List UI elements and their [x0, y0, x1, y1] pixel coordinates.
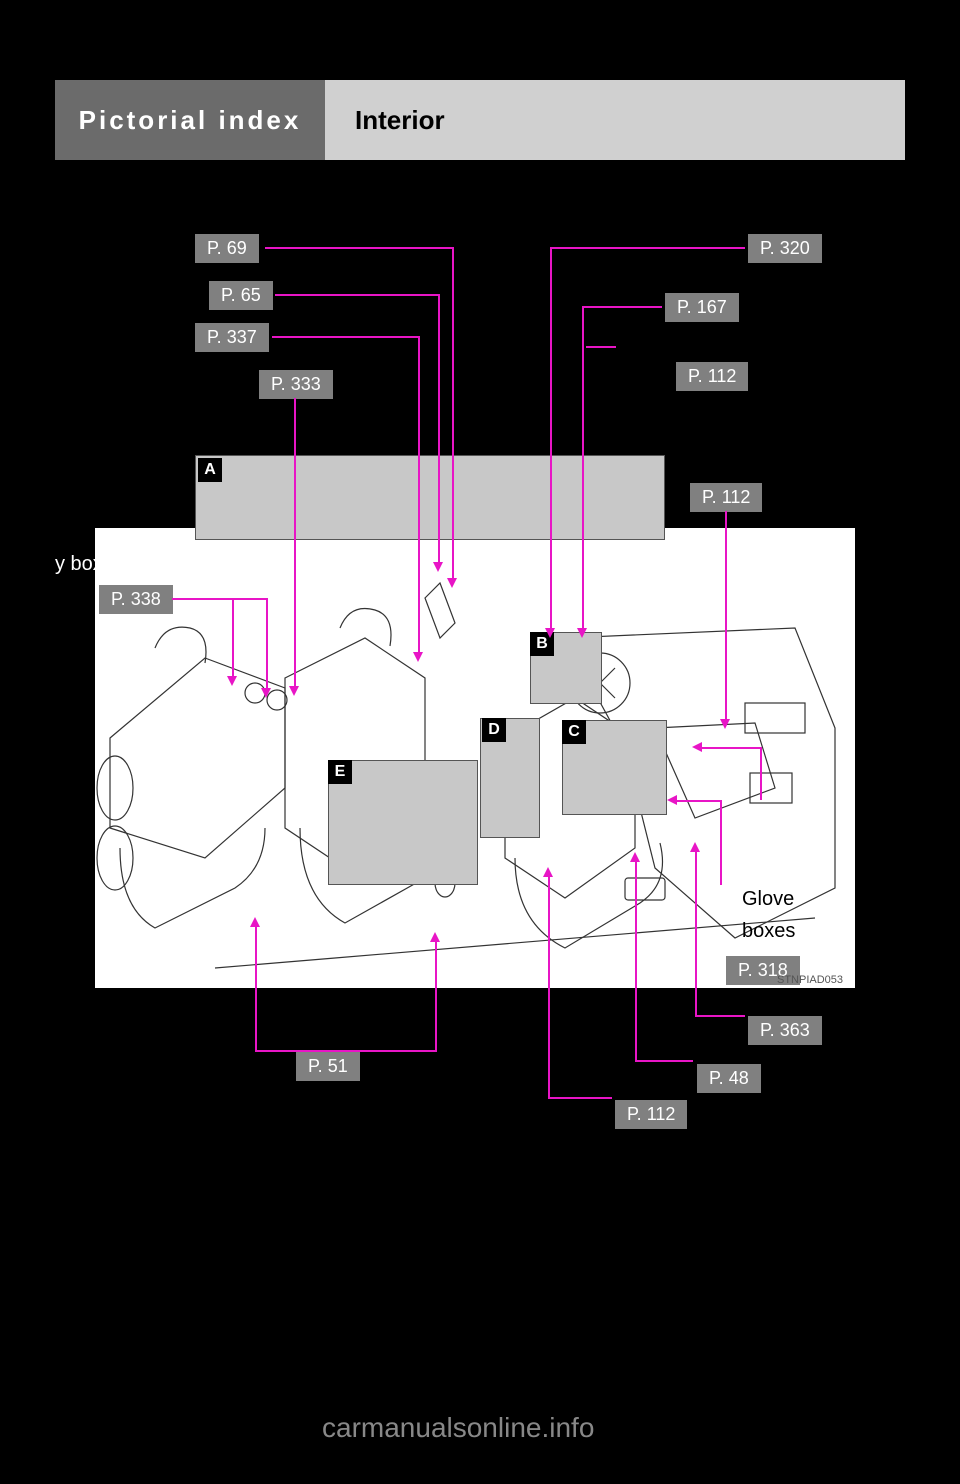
label-glove: Glove [742, 888, 794, 911]
arrow [447, 578, 457, 588]
badge-a: A [198, 458, 222, 482]
leader [452, 247, 454, 580]
leader [635, 860, 637, 1060]
arrow [433, 562, 443, 572]
inset-a-box [195, 455, 665, 540]
leader [582, 306, 662, 308]
section-tab: Pictorial index [55, 80, 325, 160]
leader [720, 800, 722, 885]
arrow [720, 719, 730, 729]
leader [418, 336, 420, 654]
arrow [543, 867, 553, 877]
interior-illustration [95, 528, 855, 988]
ref-p320: P. 320 [748, 234, 822, 263]
leader [695, 1015, 745, 1017]
leader [255, 925, 257, 1050]
leader [232, 598, 266, 600]
arrow [690, 842, 700, 852]
leader [548, 1097, 612, 1099]
ref-p338: P. 338 [99, 585, 173, 614]
ref-p363: P. 363 [748, 1016, 822, 1045]
arrow [289, 686, 299, 696]
section-title-bar: Interior [325, 80, 905, 160]
leader [438, 294, 440, 564]
badge-e: E [328, 760, 352, 784]
leader [172, 598, 232, 600]
ref-p333: P. 333 [259, 370, 333, 399]
ref-p112c: P. 112 [615, 1100, 687, 1129]
leader [435, 940, 437, 1052]
badge-d: D [482, 718, 506, 742]
badge-c: C [562, 720, 586, 744]
ref-p51: P. 51 [296, 1052, 360, 1081]
leader [266, 598, 268, 690]
arrow [430, 932, 440, 942]
leader [760, 747, 762, 800]
leader [255, 1050, 435, 1052]
arrow [630, 852, 640, 862]
ref-p337: P. 337 [195, 323, 269, 352]
leader [550, 247, 552, 630]
leader [272, 336, 420, 338]
ref-p112b: P. 112 [690, 483, 762, 512]
arrow [413, 652, 423, 662]
leader [675, 800, 720, 802]
ref-p69: P. 69 [195, 234, 259, 263]
leader [550, 247, 745, 249]
leader [695, 850, 697, 1015]
section-title: Interior [355, 105, 445, 136]
leader [232, 598, 234, 678]
arrow [692, 742, 702, 752]
watermark: carmanualsonline.info [322, 1412, 594, 1444]
arrow [545, 628, 555, 638]
leader [725, 511, 727, 721]
ref-p65: P. 65 [209, 281, 273, 310]
leader [700, 747, 760, 749]
ref-p112a: P. 112 [676, 362, 748, 391]
image-code: STNPIAD053 [777, 974, 843, 986]
ref-p48: P. 48 [697, 1064, 761, 1093]
leader [635, 1060, 693, 1062]
arrow [261, 688, 271, 698]
arrow [250, 917, 260, 927]
section-label: Pictorial index [79, 105, 302, 136]
leader [548, 875, 550, 1097]
arrow [227, 676, 237, 686]
ref-p167: P. 167 [665, 293, 739, 322]
label-boxes: boxes [742, 920, 795, 943]
leader [294, 398, 296, 688]
arrow [667, 795, 677, 805]
arrow [577, 628, 587, 638]
leader [265, 247, 454, 249]
label-yboxes: y boxes [55, 553, 124, 576]
leader [275, 294, 440, 296]
leader [582, 306, 584, 630]
leader [586, 346, 616, 348]
